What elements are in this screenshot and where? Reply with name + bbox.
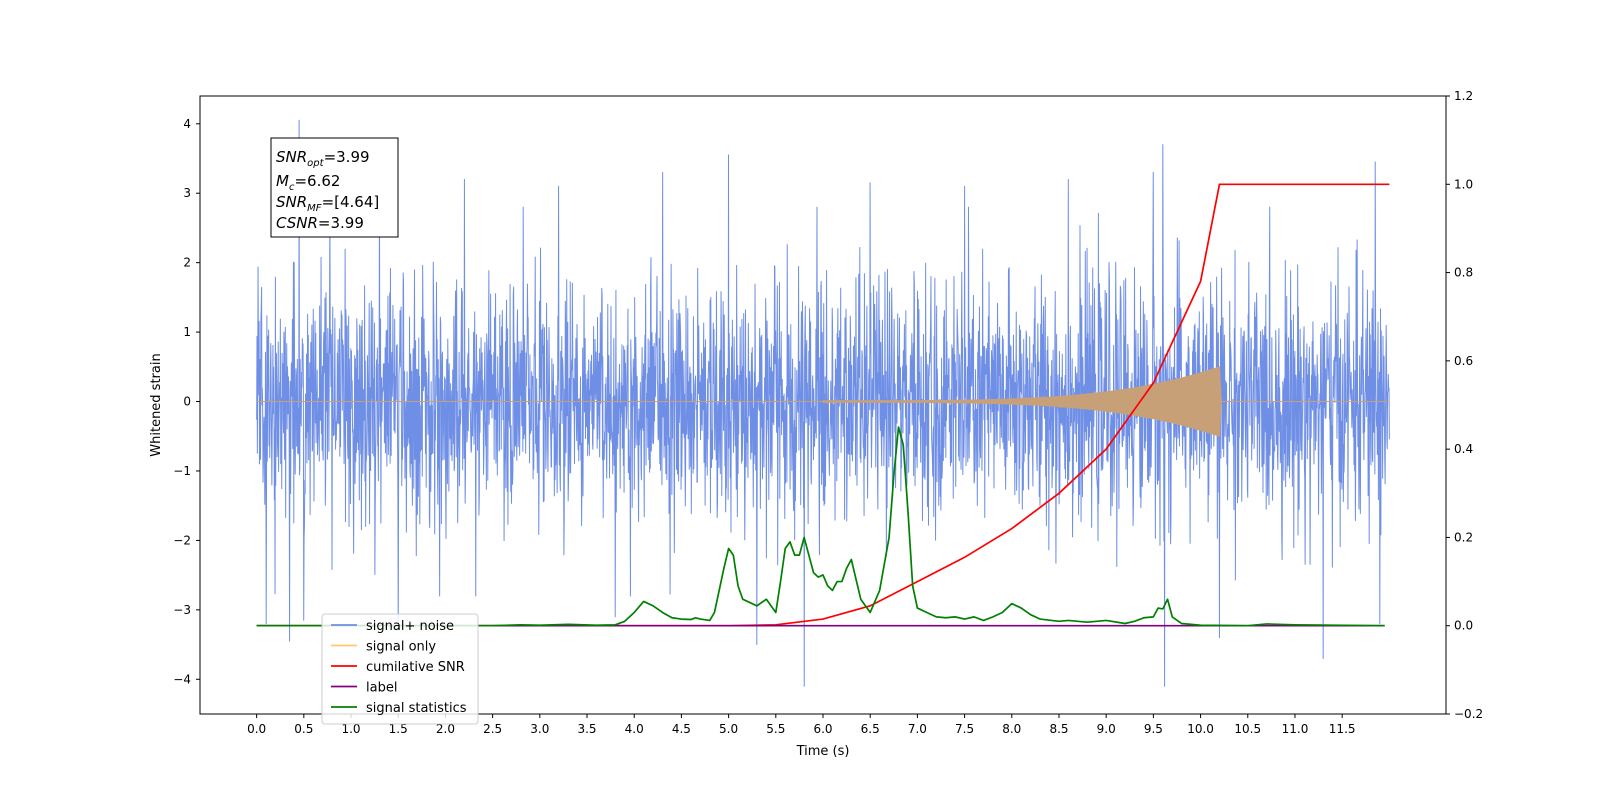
x-tick-label: 4.5 bbox=[672, 722, 691, 736]
legend: signal+ noise signal only cumilative SNR la… bbox=[321, 613, 479, 725]
legend-label: signal statistics bbox=[366, 701, 467, 716]
x-tick-label: 7.5 bbox=[955, 722, 974, 736]
y-left-tick-label: 0 bbox=[183, 395, 191, 409]
series-layer bbox=[256, 119, 1390, 687]
y-right-tick-label: −0.2 bbox=[1454, 707, 1483, 721]
y-right-tick-label: 1.0 bbox=[1454, 177, 1473, 191]
x-tick-label: 8.0 bbox=[1002, 722, 1021, 736]
annotation-line-snr-opt: SNRopt=3.99 bbox=[276, 148, 370, 169]
series-signal-noise bbox=[256, 119, 1390, 687]
x-tick-label: 6.5 bbox=[861, 722, 880, 736]
y-left-tick-label: 3 bbox=[183, 186, 191, 200]
y-right-tick-label: 0.2 bbox=[1454, 530, 1473, 544]
legend-label: cumilative SNR bbox=[366, 660, 465, 675]
x-tick-label: 4.0 bbox=[625, 722, 644, 736]
y-left-tick-label: −3 bbox=[173, 603, 191, 617]
x-tick-label: 10.0 bbox=[1187, 722, 1214, 736]
annotation-line-csnr: CSNR=3.99 bbox=[276, 214, 364, 232]
legend-label: label bbox=[366, 681, 397, 696]
y-left-tick-label: −1 bbox=[173, 464, 191, 478]
y-left-tick-label: 4 bbox=[183, 117, 191, 131]
y-right-tick-label: 0.0 bbox=[1454, 619, 1473, 633]
y-left-tick-label: 2 bbox=[183, 256, 191, 270]
y-left-tick-label: −4 bbox=[173, 672, 191, 686]
legend-frame bbox=[321, 613, 479, 725]
x-axis-title: Time (s) bbox=[796, 744, 850, 759]
legend-label: signal only bbox=[366, 640, 436, 655]
legend-label: signal+ noise bbox=[366, 619, 454, 634]
y-left-tick-label: −2 bbox=[173, 533, 191, 547]
x-tick-label: 0.0 bbox=[247, 722, 266, 736]
x-tick-label: 7.0 bbox=[908, 722, 927, 736]
annotation-box: SNRopt=3.99 Mc=6.62 SNRMF=[4.64] CSNR=3.… bbox=[270, 137, 399, 238]
y-left-tick-label: 1 bbox=[183, 325, 191, 339]
x-tick-label: 5.5 bbox=[766, 722, 785, 736]
y-axis-right: −0.2 0.0 0.2 0.4 0.6 0.8 1.0 1.2 bbox=[1446, 89, 1483, 721]
x-tick-label: 8.5 bbox=[1049, 722, 1068, 736]
x-tick-label: 3.5 bbox=[577, 722, 596, 736]
y-right-tick-label: 1.2 bbox=[1454, 89, 1473, 103]
x-tick-label: 1.5 bbox=[389, 722, 408, 736]
x-tick-label: 9.0 bbox=[1097, 722, 1116, 736]
y-axis-title: Whitened strain bbox=[149, 353, 164, 456]
x-tick-label: 10.5 bbox=[1234, 722, 1261, 736]
y-right-tick-label: 0.8 bbox=[1454, 266, 1473, 280]
x-tick-label: 2.0 bbox=[436, 722, 455, 736]
x-tick-label: 11.5 bbox=[1329, 722, 1356, 736]
x-axis: 0.0 0.5 1.0 1.5 2.0 2.5 3.0 3.5 4.0 4.5 5.0 5.5 6.0 6… bbox=[247, 714, 1356, 736]
x-tick-label: 2.5 bbox=[483, 722, 502, 736]
x-tick-label: 1.0 bbox=[341, 722, 360, 736]
x-tick-label: 3.0 bbox=[530, 722, 549, 736]
y-right-tick-label: 0.4 bbox=[1454, 442, 1473, 456]
x-tick-label: 11.0 bbox=[1282, 722, 1309, 736]
x-tick-label: 5.0 bbox=[719, 722, 738, 736]
y-axis-left: −4 −3 −2 −1 0 1 2 3 4 bbox=[173, 117, 200, 686]
x-tick-label: 6.0 bbox=[813, 722, 832, 736]
y-right-tick-label: 0.6 bbox=[1454, 354, 1473, 368]
annotation-line-mc: Mc=6.62 bbox=[276, 172, 340, 193]
series-signal-only bbox=[256, 366, 1390, 437]
series-cumilative-snr bbox=[256, 183, 1390, 627]
annotation-line-snr-mf: SNRMF=[4.64] bbox=[276, 193, 379, 214]
annotation-frame bbox=[270, 137, 399, 238]
x-tick-label: 0.5 bbox=[294, 722, 313, 736]
series-signal-statistics bbox=[256, 426, 1385, 627]
x-tick-label: 9.5 bbox=[1144, 722, 1163, 736]
